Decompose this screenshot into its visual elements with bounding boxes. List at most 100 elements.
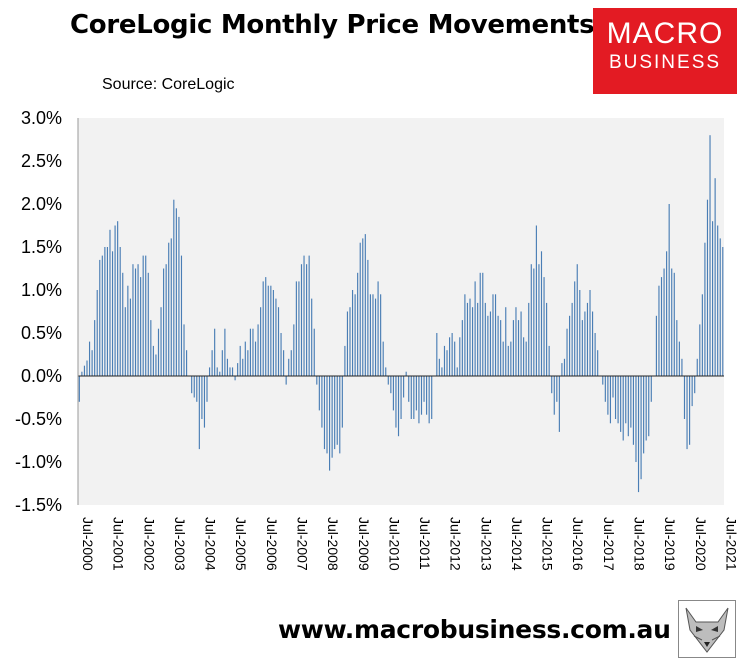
bar-month-210 [614, 376, 617, 419]
fox-logo-icon [678, 600, 736, 658]
bar-month-25 [142, 255, 144, 376]
bar-month-144 [446, 350, 448, 376]
bar-month-221 [643, 376, 645, 454]
bar-month-23 [137, 264, 139, 376]
bar-month-59 [229, 367, 231, 376]
bar-month-154 [471, 307, 474, 376]
bar-month-41 [183, 324, 185, 376]
website-url[interactable]: www.macrobusiness.com.au [278, 615, 671, 644]
bar-month-111 [362, 238, 364, 376]
bar-month-203 [597, 350, 599, 376]
bar-month-229 [663, 268, 665, 376]
bar-month-228 [660, 277, 663, 376]
bar-month-58 [226, 358, 229, 376]
bar-month-186 [553, 376, 555, 415]
bar-month-168 [507, 345, 509, 376]
bar-month-185 [551, 376, 553, 394]
bar-month-242 [696, 358, 698, 376]
bar-month-107 [351, 290, 354, 376]
bar-month-64 [242, 358, 244, 376]
bar-month-70 [257, 324, 259, 376]
bar-month-57 [224, 328, 226, 376]
bar-month-114 [369, 294, 371, 376]
bar-month-220 [640, 376, 642, 480]
y-tick-label: 1.0% [21, 280, 62, 300]
bar-month-34 [165, 264, 167, 376]
chart-source: Source: CoreLogic [102, 76, 235, 93]
bar-month-36 [170, 238, 172, 376]
bar-month-56 [221, 350, 223, 376]
x-tick-label: Jul-2014 [509, 517, 525, 571]
bar-month-157 [479, 272, 481, 376]
bar-month-122 [390, 376, 392, 394]
bar-month-171 [515, 307, 517, 376]
x-tick-label: Jul-2015 [540, 517, 556, 571]
bar-month-135 [423, 376, 425, 402]
bar-month-173 [520, 311, 522, 376]
bar-month-54 [216, 367, 218, 376]
bar-month-104 [344, 345, 346, 376]
bar-month-93 [316, 376, 318, 385]
bar-month-92 [313, 328, 315, 376]
bar-month-136 [426, 376, 428, 415]
bar-month-91 [311, 298, 313, 376]
x-tick-labels: Jul-2000 Jul-2001 Jul-2002 Jul-2003 Jul-2004… [80, 517, 739, 571]
axes-group [77, 118, 724, 505]
bar-month-184 [548, 345, 550, 376]
bar-month-226 [655, 315, 657, 376]
bar-month-200 [589, 290, 591, 376]
bar-month-13 [111, 251, 114, 376]
bar-month-249 [714, 178, 716, 376]
bar-month-9 [101, 255, 103, 376]
bar-month-153 [469, 298, 471, 376]
bar-month-179 [535, 225, 537, 376]
bar-month-115 [372, 294, 374, 376]
bar-month-118 [380, 294, 382, 376]
bar-month-108 [354, 294, 356, 376]
bar-month-161 [489, 311, 492, 376]
bar-month-190 [563, 358, 566, 376]
bar-month-55 [219, 371, 221, 376]
bar-month-191 [566, 328, 568, 376]
bar-month-141 [438, 358, 440, 376]
y-tick-label: 3.0% [21, 108, 62, 128]
x-tick-label: Jul-2018 [632, 517, 648, 571]
bar-month-10 [104, 247, 106, 376]
bar-month-32 [160, 307, 162, 376]
bar-month-148 [456, 367, 458, 376]
macrobusiness-logo[interactable]: MACRO BUSINESS [593, 8, 737, 94]
bar-month-208 [609, 376, 612, 424]
bar-month-196 [579, 290, 581, 376]
bar-month-234 [676, 320, 678, 376]
bar-month-236 [681, 358, 683, 376]
bar-month-201 [591, 311, 594, 376]
bar-month-31 [157, 328, 160, 376]
y-tick-labels: 3.0% 2.5% 2.0% 1.5% 1.0% 0.5% 0.0% -0.5% -1.0% -1… [15, 108, 62, 515]
bar-month-159 [484, 302, 486, 376]
bar-month-169 [510, 341, 512, 376]
bar-month-78 [277, 307, 280, 376]
bar-month-222 [645, 376, 647, 441]
bar-month-75 [270, 285, 272, 376]
bar-month-244 [701, 294, 703, 376]
bar-month-96 [323, 376, 326, 450]
bar-month-49 [203, 376, 206, 428]
x-tick-label: Jul-2005 [233, 517, 249, 571]
bar-month-110 [359, 242, 361, 376]
x-tick-label: Jul-2010 [386, 517, 402, 571]
y-tick-label: 0.0% [21, 366, 62, 386]
bar-month-119 [382, 341, 384, 376]
x-tick-label: Jul-2008 [325, 517, 341, 571]
bar-month-121 [387, 376, 389, 385]
bar-month-150 [461, 320, 463, 376]
bar-month-217 [632, 376, 634, 445]
bar-month-252 [722, 247, 724, 376]
bar-month-37 [173, 199, 175, 376]
bar-month-140 [436, 333, 438, 376]
bar-month-155 [474, 281, 476, 376]
bar-month-12 [109, 229, 111, 376]
y-tick-label: -0.5% [15, 409, 62, 429]
bar-month-67 [249, 328, 251, 376]
bar-month-131 [413, 376, 415, 419]
bar-month-163 [494, 294, 497, 376]
